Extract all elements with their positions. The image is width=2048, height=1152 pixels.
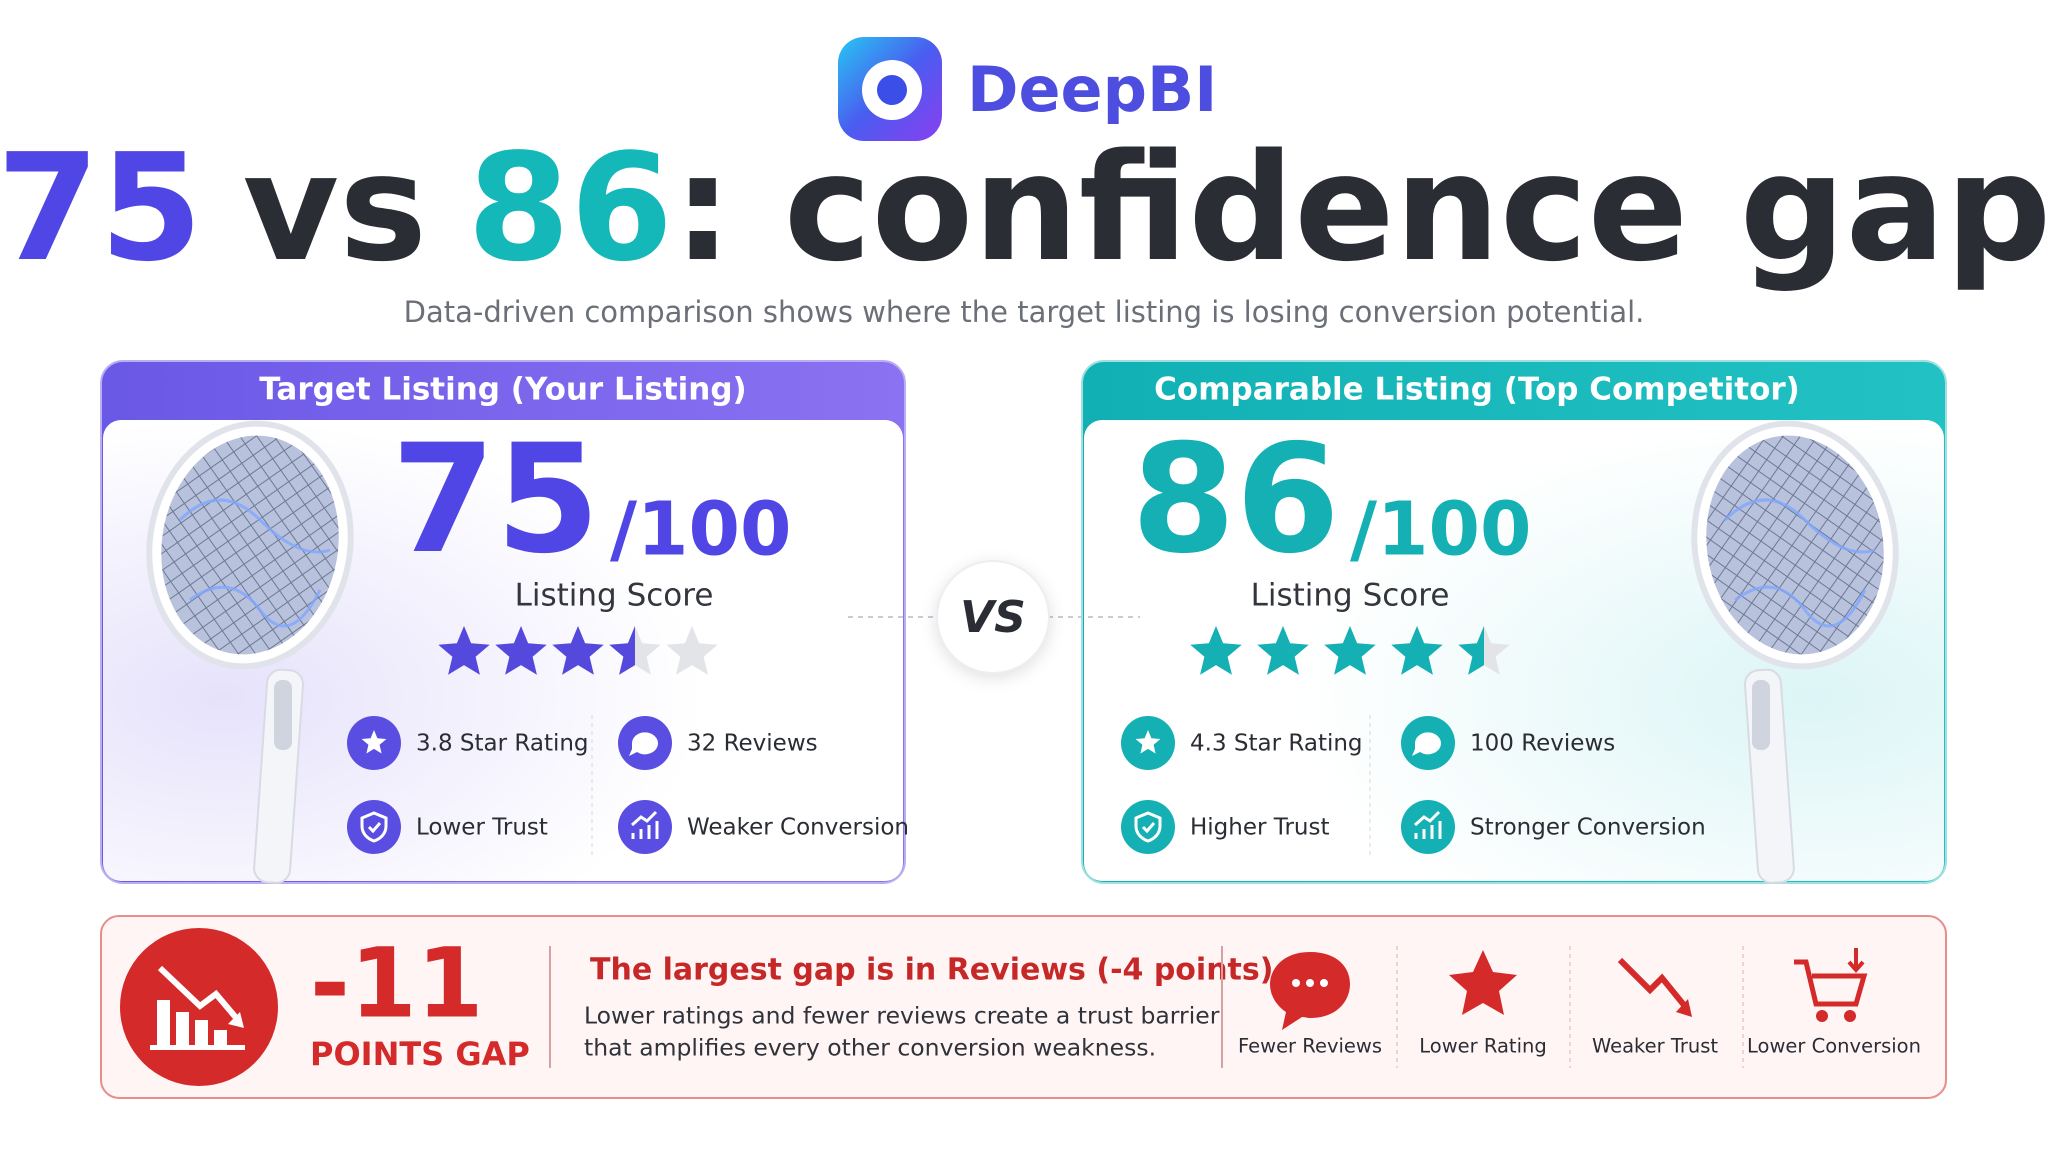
competitor-header: Comparable Listing (Top Competitor) <box>1154 372 1800 408</box>
icon-glyph <box>1412 732 1441 756</box>
star <box>1324 626 1376 675</box>
gap-headline: The largest gap is in Reviews (-4 points… <box>590 953 1273 988</box>
metric-label: 3.8 Star Rating <box>416 731 589 757</box>
metric-icon <box>347 800 401 854</box>
icon-glyph <box>631 810 659 839</box>
impact-label: Lower Rating <box>1419 1035 1546 1058</box>
target-score-label: Listing Score <box>515 578 714 614</box>
competitor-racket <box>1691 420 1899 884</box>
metric-label: 32 Reviews <box>687 731 818 757</box>
metric-label: Higher Trust <box>1190 815 1329 841</box>
icon-glyph <box>1134 811 1162 843</box>
metric-icon <box>1401 800 1455 854</box>
gap-body: that amplifies every other conversion we… <box>584 1034 1156 1062</box>
competitor-out-of: /100 <box>1350 487 1532 573</box>
gap-body: Lower ratings and fewer reviews create a… <box>584 1002 1220 1030</box>
metric-label: Weaker Conversion <box>687 815 909 841</box>
metric-label: Lower Trust <box>416 815 548 841</box>
metric-icon <box>618 800 672 854</box>
metric-icon <box>1401 716 1455 770</box>
gap-label: POINTS GAP <box>310 1035 530 1073</box>
star <box>552 626 604 675</box>
icon-glyph <box>629 732 658 756</box>
impact-icons <box>1270 948 1868 1030</box>
star <box>1458 626 1484 675</box>
impact-label: Fewer Reviews <box>1238 1035 1382 1058</box>
target-header: Target Listing (Your Listing) <box>259 372 746 408</box>
logo-core <box>877 75 907 105</box>
icon-glyph <box>1135 730 1161 754</box>
gap-value: -11 <box>310 927 483 1039</box>
star <box>609 626 635 675</box>
vs-text: VS <box>960 592 1026 643</box>
icon-glyph <box>1414 810 1442 839</box>
icon-glyph <box>360 811 388 843</box>
metric-label: 4.3 Star Rating <box>1190 731 1363 757</box>
title-vs: vs <box>243 122 428 294</box>
metric-icon <box>1121 800 1175 854</box>
competitor-score: 86 <box>1131 413 1340 587</box>
target-out-of: /100 <box>610 487 792 573</box>
title-a: 75 <box>0 122 203 294</box>
star <box>495 626 547 675</box>
metric-icon-bg <box>1401 800 1455 854</box>
metric-label: 100 Reviews <box>1470 731 1615 757</box>
star <box>438 626 490 675</box>
metric-icon-bg <box>347 800 401 854</box>
subtitle: Data-driven comparison shows where the t… <box>404 295 1645 329</box>
metric-icon-bg <box>618 800 672 854</box>
metric-icon <box>1121 716 1175 770</box>
impact-dividers <box>1221 946 1744 1068</box>
title: 75 vs 86: confidence gap <box>0 122 2048 294</box>
star <box>1257 626 1309 675</box>
metric-icon <box>347 716 401 770</box>
logo-text: DeepBI <box>967 53 1217 126</box>
title-b: 86 <box>467 122 673 294</box>
impact-label: Weaker Trust <box>1592 1035 1718 1058</box>
competitor-score-label: Listing Score <box>1251 578 1450 614</box>
vs-circle <box>936 560 1050 674</box>
star <box>1190 626 1242 675</box>
target-racket <box>146 420 354 884</box>
icon-glyph <box>361 730 387 754</box>
impact-label: Lower Conversion <box>1747 1035 1921 1058</box>
metric-icon-bg <box>1121 800 1175 854</box>
metric-icon <box>618 716 672 770</box>
star <box>1391 626 1443 675</box>
target-score: 75 <box>391 413 600 587</box>
star-empty <box>666 626 718 675</box>
metric-label: Stronger Conversion <box>1470 815 1706 841</box>
gap-icon-glyph <box>150 965 245 1050</box>
title-rest: : confidence gap <box>673 122 2048 294</box>
